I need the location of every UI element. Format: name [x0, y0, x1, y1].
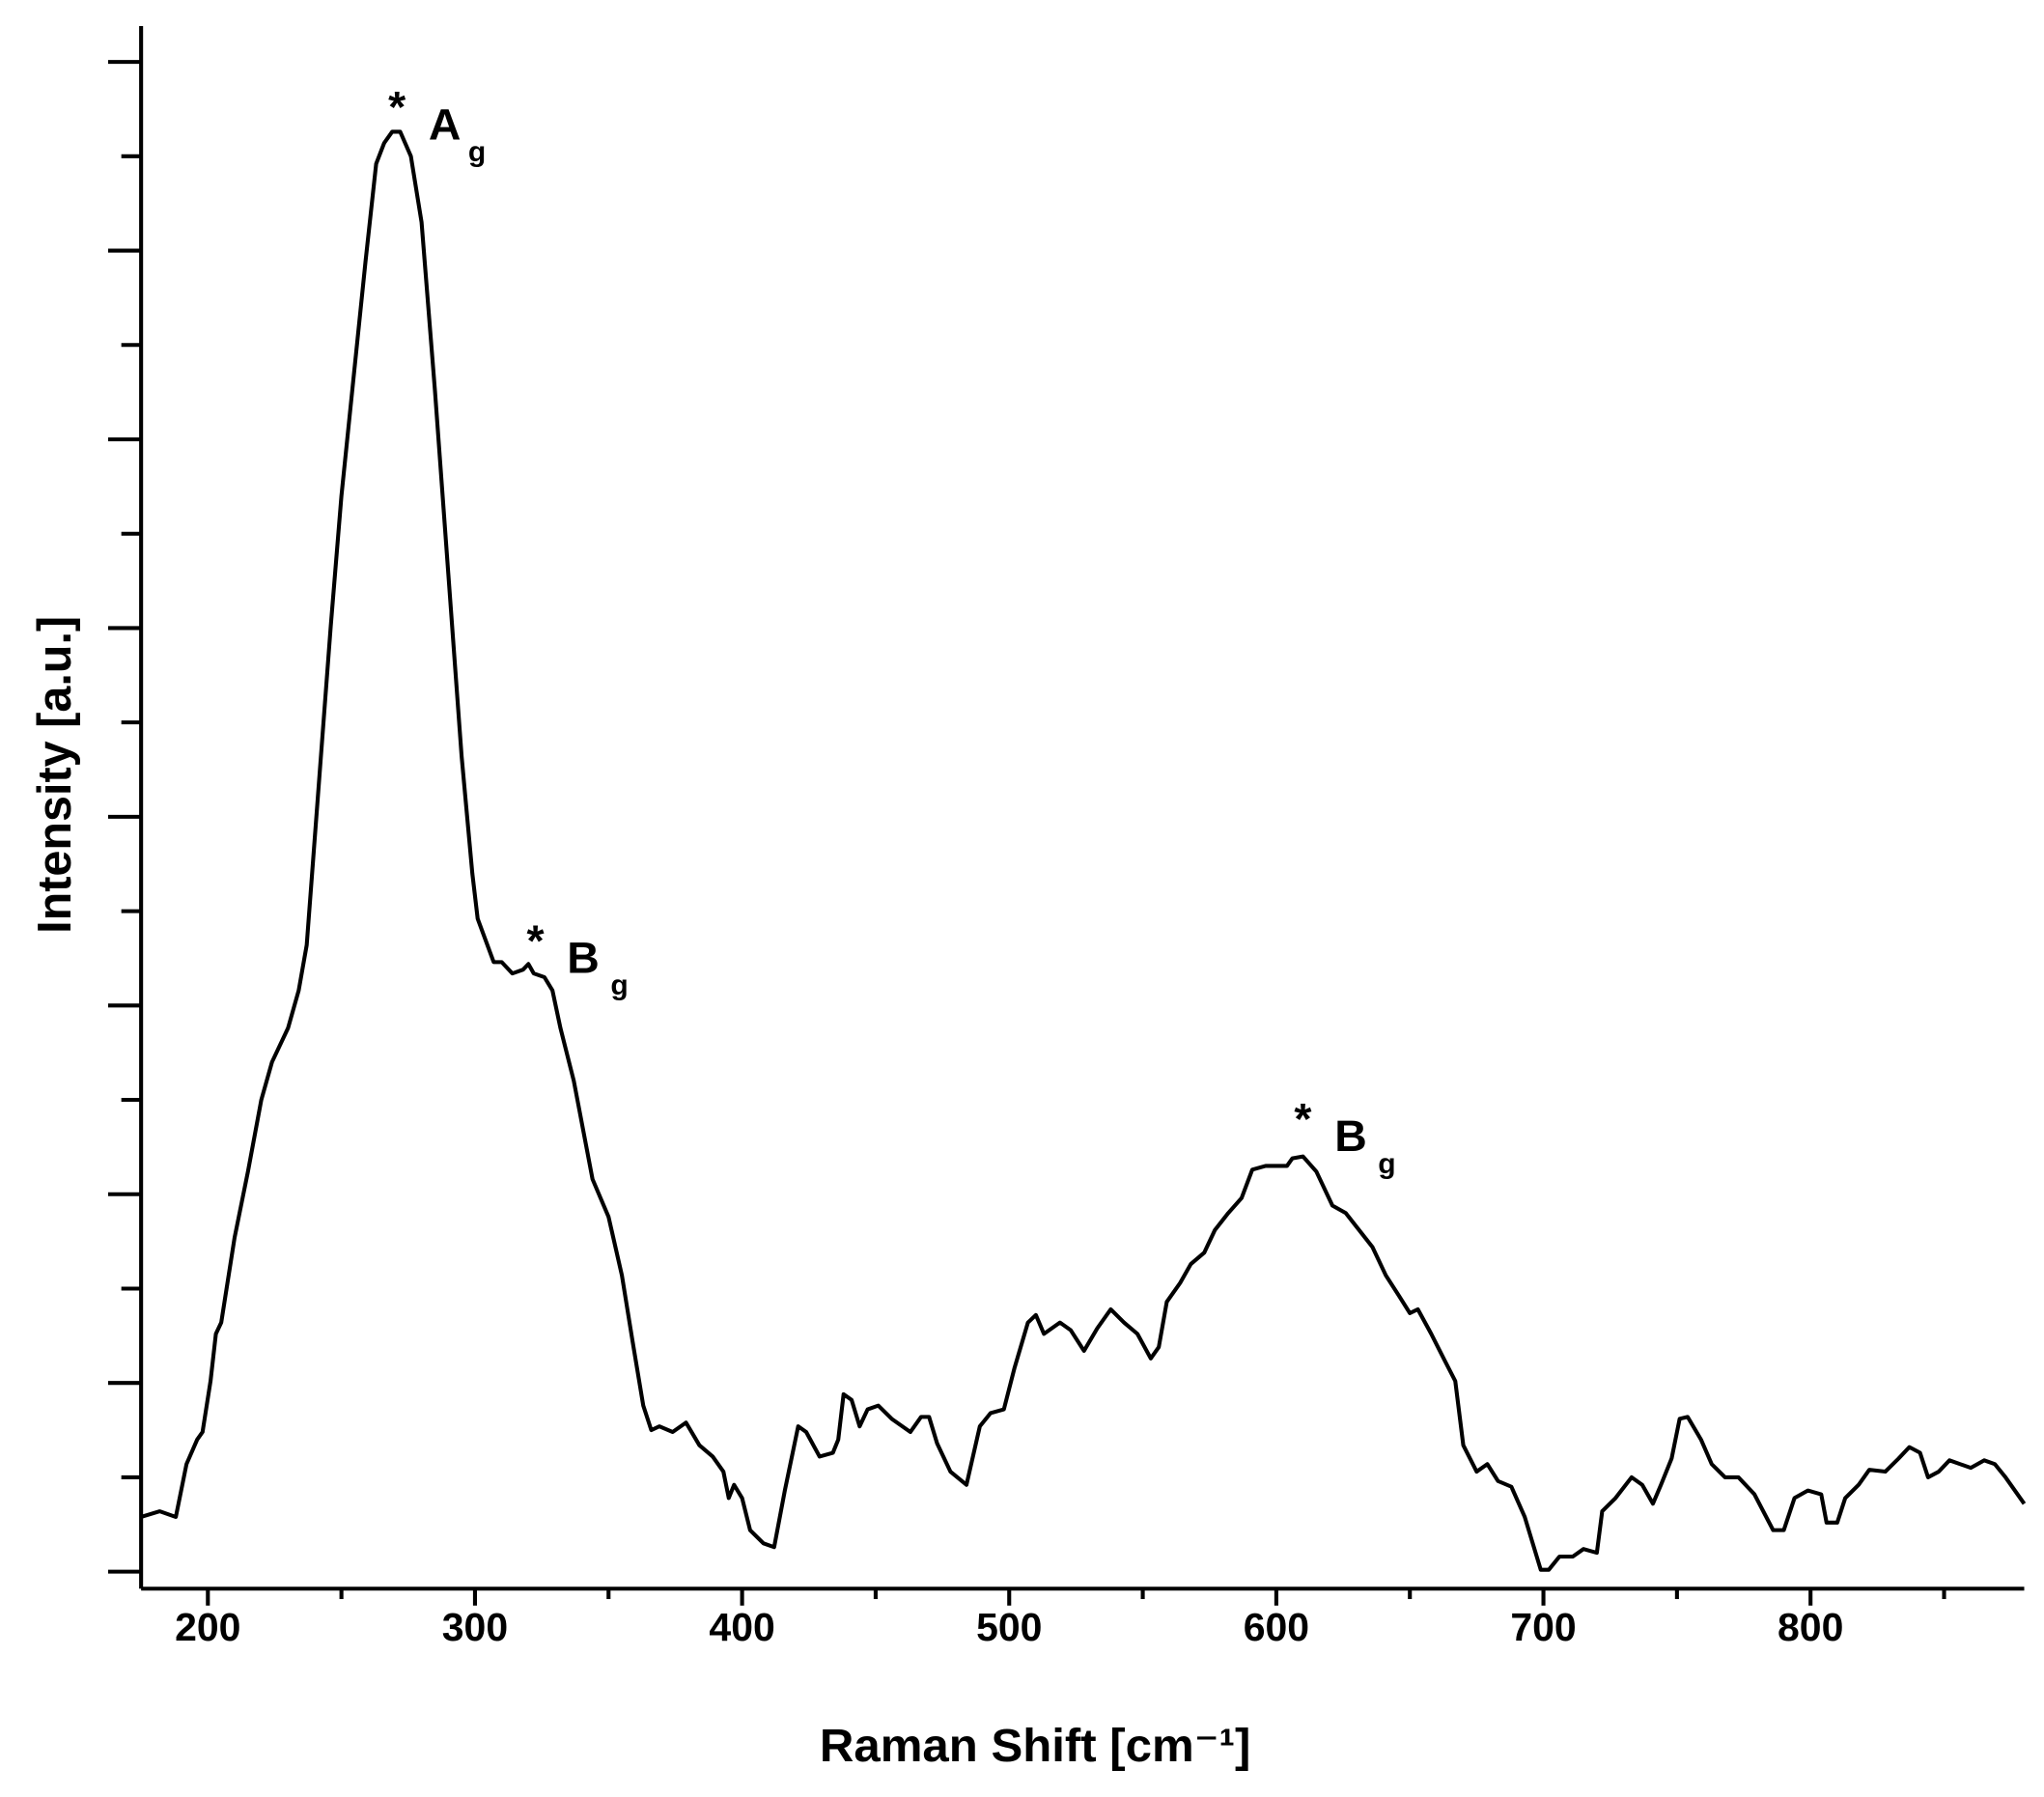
x-tick-label: 800	[1778, 1605, 1843, 1649]
x-tick-label: 600	[1244, 1605, 1309, 1649]
x-tick-label: 200	[175, 1605, 240, 1649]
annotation-marker: *	[1294, 1094, 1311, 1144]
x-tick-label: 500	[976, 1605, 1042, 1649]
y-axis-label: Intensity [a.u.]	[29, 616, 81, 934]
x-tick-label: 300	[442, 1605, 508, 1649]
annotation-marker: *	[526, 915, 544, 966]
annotation-label: B	[1334, 1110, 1367, 1161]
x-tick-label: 400	[709, 1605, 774, 1649]
annotation-label: A	[429, 99, 462, 150]
annotation-label: B	[567, 933, 600, 983]
annotation-subscript: g	[468, 136, 486, 168]
annotation-subscript: g	[1378, 1148, 1395, 1180]
annotation-subscript: g	[610, 969, 628, 1001]
spectrum-line	[140, 129, 2027, 1572]
annotation-marker: *	[388, 82, 406, 132]
x-axis-label: Raman Shift [cm⁻¹]	[820, 1720, 1251, 1772]
x-tick-label: 700	[1510, 1605, 1576, 1649]
